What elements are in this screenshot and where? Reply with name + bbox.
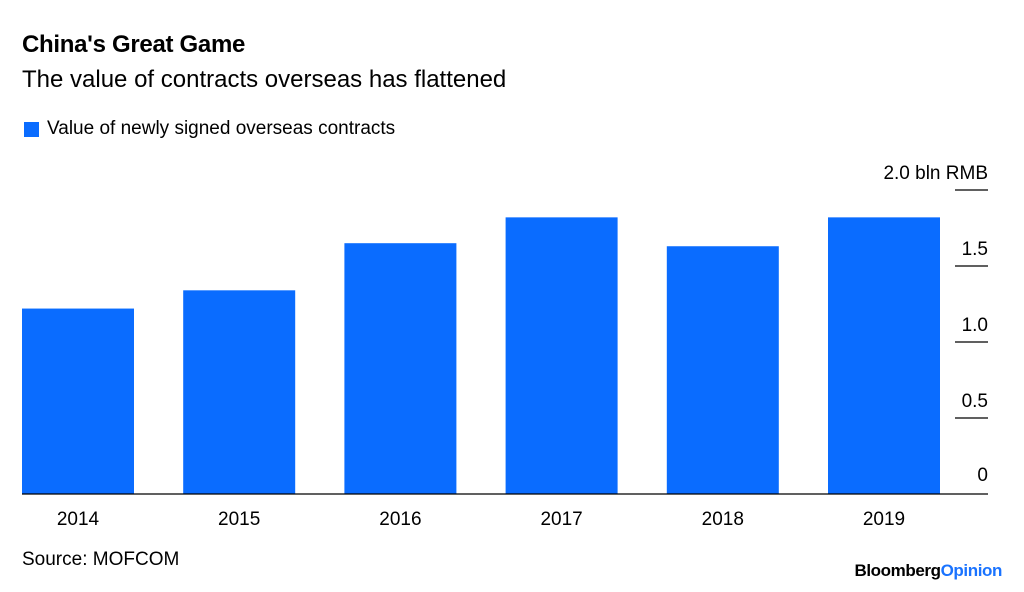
bar-2016 <box>344 243 457 494</box>
bar-2018 <box>666 246 779 494</box>
bar-2017 <box>505 217 618 495</box>
y-tick-label: 2.0 bln RMB <box>883 163 988 184</box>
x-tick-label: 2017 <box>540 509 582 530</box>
source-note: Source: MOFCOM <box>22 549 180 570</box>
brand-logo: BloombergOpinion <box>854 561 1002 581</box>
x-tick-label: 2014 <box>57 509 100 530</box>
x-tick-label: 2019 <box>863 509 905 530</box>
legend-swatch <box>24 121 39 137</box>
x-tick-label: 2016 <box>379 509 421 530</box>
bar-2015 <box>183 290 296 494</box>
y-tick-label: 0 <box>977 465 988 486</box>
brand-accent: Opinion <box>940 561 1003 580</box>
y-tick-label: 1.0 <box>962 315 988 336</box>
x-tick-label: 2015 <box>218 509 260 530</box>
legend: Value of newly signed overseas contracts <box>24 118 395 140</box>
chart-subtitle: The value of contracts overseas has flat… <box>22 66 507 93</box>
bar-2014 <box>22 308 134 494</box>
chart-title: China's Great Game <box>22 31 246 58</box>
x-tick-label: 2018 <box>702 509 744 530</box>
y-tick-label: 1.5 <box>962 239 988 260</box>
bar-2019 <box>828 217 940 495</box>
brand-name: Bloomberg <box>854 561 941 580</box>
y-tick-label: 0.5 <box>962 391 988 412</box>
legend-label: Value of newly signed overseas contracts <box>47 118 396 139</box>
